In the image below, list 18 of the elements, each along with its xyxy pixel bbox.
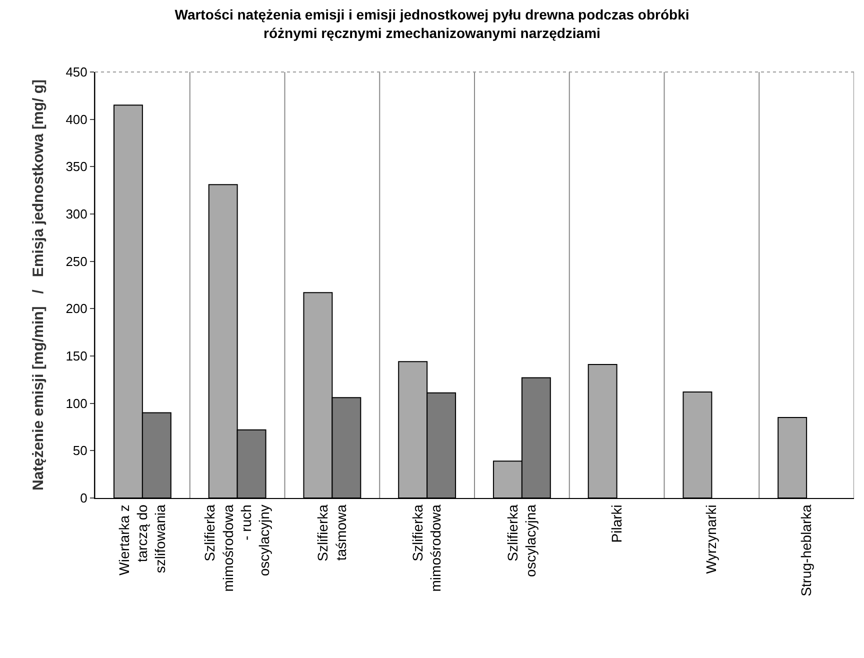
y-tick-label: 250 — [66, 254, 88, 269]
x-tick-label: Strug-heblarka — [798, 504, 814, 596]
y-tick-label: 50 — [72, 443, 88, 458]
chart-title: Wartości natężenia emisji i emisji jednostkowej pyłu drewna podczas obróbki różnymi ręcznymi zmechanizowanymi narzędziami — [174, 6, 690, 41]
y-tick-label: 100 — [66, 396, 88, 411]
y-axis-title: Natężenie emisji [mg/min] / Emisja jednostkowa [mg/ g] — [30, 80, 47, 490]
x-tick-label: Szlifierka oscylacyjna — [504, 504, 539, 577]
y-tick-label: 400 — [66, 112, 88, 127]
x-tick-label: Pilarki — [608, 504, 624, 543]
y-tick-label: 300 — [66, 206, 88, 222]
x-tick-label: Wyrzynarki — [703, 504, 720, 574]
x-tick-label: Szlifierka taśmowa — [314, 504, 349, 562]
y-tick-label: 0 — [80, 490, 88, 506]
y-tick-label: 200 — [66, 301, 88, 316]
x-tick-label: Wiertarka z tarczą do szlifowania — [116, 504, 168, 576]
y-tick-label: 350 — [66, 159, 88, 174]
y-tick-label: 450 — [66, 64, 88, 80]
y-tick-label: 150 — [66, 348, 88, 364]
